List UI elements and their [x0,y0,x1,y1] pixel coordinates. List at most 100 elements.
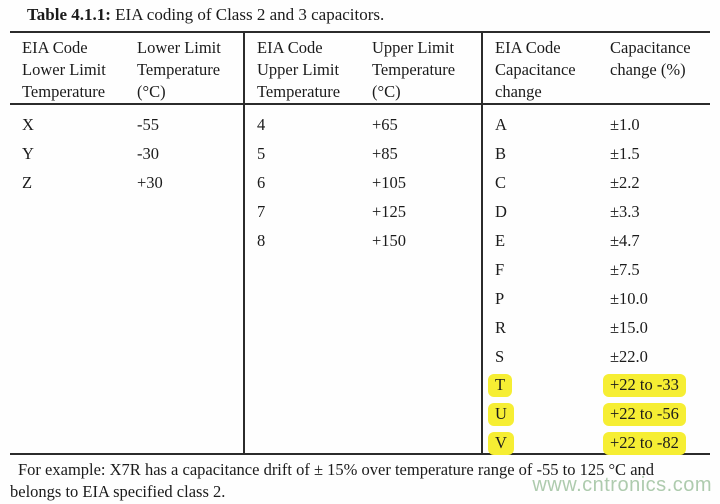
value-cell: +150 [372,230,407,250]
section-header: EIA Code Upper Limit Temperature Upper Limi… [245,33,481,105]
table-row: R ±15.0 [483,313,710,342]
value-cell: ±1.5 [610,143,640,163]
value-cell: +85 [372,143,398,163]
section-rows: A ±1.0 B ±1.5 C ±2.2 D ±3.3 E ±4.7 F ±7.5 P ±10.0 R ±15… [483,105,710,458]
header-line: Temperature [137,60,221,79]
table-row: Y -30 [10,139,243,168]
table-row: Z +30 [10,168,243,197]
table-row: F ±7.5 [483,255,710,284]
value-cell: ±1.0 [610,114,640,134]
value-cell: +22 to -56 [603,403,710,426]
code-cell: 7 [257,201,266,221]
header-line: Temperature [372,60,456,79]
table-section-1: EIA Code Upper Limit Temperature Upper Limi… [243,33,481,453]
code-cell: P [495,288,505,308]
header-line: change (%) [610,60,686,79]
code-cell: R [495,317,507,337]
table-row: C ±2.2 [483,168,710,197]
table-row: A ±1.0 [483,110,710,139]
header-line: EIA Code [495,38,561,57]
value-cell: ±22.0 [610,346,648,366]
table-row: D ±3.3 [483,197,710,226]
code-cell: T [483,374,610,397]
table-row: E ±4.7 [483,226,710,255]
code-cell: A [495,114,507,134]
footer-note: For example: X7R has a capacitance drift… [10,459,714,503]
table-row: U +22 to -56 [483,400,710,429]
code-cell: B [495,143,507,163]
table-section-2: EIA Code Capacitance change Capacitance chan… [481,33,710,455]
table-row: X -55 [10,110,243,139]
header-line: (°C) [137,82,166,101]
code-cell: U [483,403,610,426]
code-cell: E [495,230,506,250]
header-line: Upper Limit [257,60,340,79]
value-cell: ±15.0 [610,317,648,337]
column-header: EIA Code Lower Limit Temperature [10,37,137,103]
section-header: EIA Code Lower Limit Temperature Lower Limi… [10,33,243,105]
code-cell: X [22,114,34,134]
code-cell: Y [22,143,34,163]
value-cell: ±10.0 [610,288,648,308]
code-cell: C [495,172,507,192]
value-cell: -55 [137,114,159,134]
column-header: EIA Code Capacitance change [483,37,610,103]
table-title-label: Table 4.1.1: [27,5,111,24]
column-header: Upper Limit Temperature (°C) [372,37,481,103]
code-cell: V [483,432,610,455]
table-title: Table 4.1.1: EIA coding of Class 2 and 3… [27,5,384,25]
header-line: EIA Code [257,38,323,57]
value-cell: ±3.3 [610,201,640,221]
header-line: Temperature [22,82,106,101]
section-header: EIA Code Capacitance change Capacitance chan… [483,33,710,105]
table-row: V +22 to -82 [483,429,710,458]
code-cell: Z [22,172,33,192]
header-line: Lower Limit [22,60,106,79]
highlight-marker: U [488,403,514,426]
column-header: Capacitance change (%) [610,37,710,103]
code-cell: 6 [257,172,266,192]
footer-note-line2: belongs to EIA specified class 2. [10,482,226,501]
highlight-marker: +22 to -56 [603,403,686,426]
header-line: Temperature [257,82,341,101]
highlight-marker: +22 to -33 [603,374,686,397]
header-line: Upper Limit [372,38,455,57]
column-header: Lower Limit Temperature (°C) [137,37,243,103]
code-cell: S [495,346,505,366]
watermark: www.cntronics.com [532,474,712,496]
header-line: Capacitance [610,38,691,57]
table-row: T +22 to -33 [483,371,710,400]
value-cell: +22 to -82 [603,432,710,455]
value-cell: ±2.2 [610,172,640,192]
table-row: 5 +85 [245,139,481,168]
value-cell: +105 [372,172,407,192]
header-line: Capacitance [495,60,576,79]
value-cell: +125 [372,201,407,221]
code-cell: 5 [257,143,266,163]
highlight-marker: V [488,432,514,455]
table-row: P ±10.0 [483,284,710,313]
footer-note-line1: For example: X7R has a capacitance drift… [18,460,655,479]
code-cell: 8 [257,230,266,250]
value-cell: -30 [137,143,159,163]
table-row: 7 +125 [245,197,481,226]
column-header: EIA Code Upper Limit Temperature [245,37,372,103]
value-cell: +22 to -33 [603,374,710,397]
eia-coding-table: EIA Code Lower Limit Temperature Lower Limi… [10,31,710,455]
value-cell: ±7.5 [610,259,640,279]
value-cell: +65 [372,114,398,134]
table-title-text: EIA coding of Class 2 and 3 capacitors. [110,5,385,24]
section-rows: 4 +65 5 +85 6 +105 7 +125 8 +150 [245,105,481,255]
table-row: S ±22.0 [483,342,710,371]
highlight-marker: +22 to -82 [603,432,686,455]
table-row: 8 +150 [245,226,481,255]
code-cell: F [495,259,505,279]
header-line: (°C) [372,82,401,101]
value-cell: ±4.7 [610,230,640,250]
table-row: B ±1.5 [483,139,710,168]
table-row: 4 +65 [245,110,481,139]
value-cell: +30 [137,172,163,192]
table-row: 6 +105 [245,168,481,197]
header-line: Lower Limit [137,38,221,57]
